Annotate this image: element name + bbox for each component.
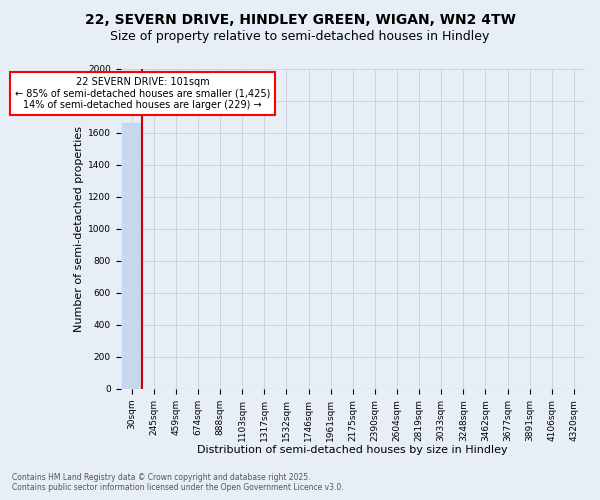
Y-axis label: Number of semi-detached properties: Number of semi-detached properties bbox=[74, 126, 83, 332]
X-axis label: Distribution of semi-detached houses by size in Hindley: Distribution of semi-detached houses by … bbox=[197, 445, 508, 455]
Text: 22 SEVERN DRIVE: 101sqm
← 85% of semi-detached houses are smaller (1,425)
14% of: 22 SEVERN DRIVE: 101sqm ← 85% of semi-de… bbox=[15, 76, 271, 110]
Text: Size of property relative to semi-detached houses in Hindley: Size of property relative to semi-detach… bbox=[110, 30, 490, 43]
Bar bbox=[122, 123, 141, 389]
Text: Contains HM Land Registry data © Crown copyright and database right 2025.
Contai: Contains HM Land Registry data © Crown c… bbox=[12, 473, 344, 492]
Text: 22, SEVERN DRIVE, HINDLEY GREEN, WIGAN, WN2 4TW: 22, SEVERN DRIVE, HINDLEY GREEN, WIGAN, … bbox=[85, 12, 515, 26]
